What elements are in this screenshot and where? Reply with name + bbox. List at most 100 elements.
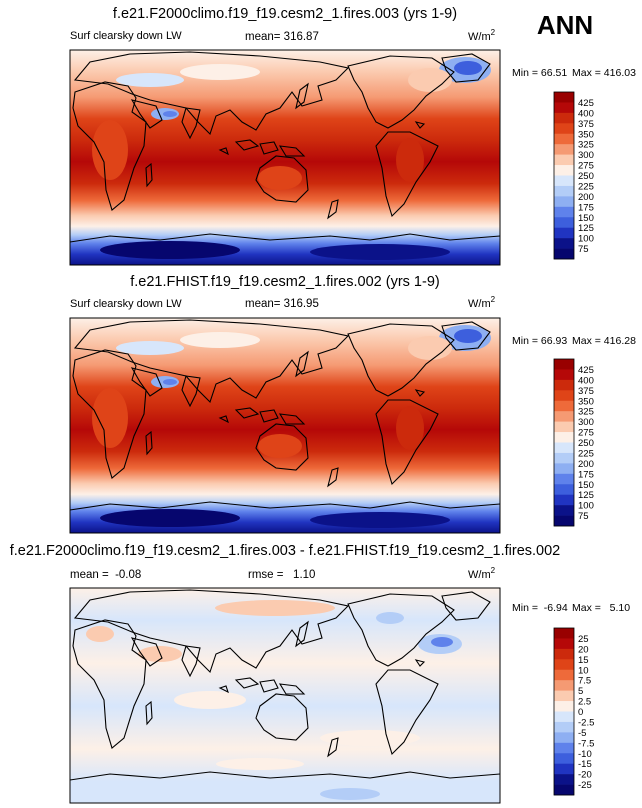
- panel-2-max: Max = 416.28: [572, 335, 636, 347]
- colorbar-swatch: [554, 732, 574, 744]
- panel-1-mean: mean= 316.87: [245, 31, 319, 43]
- colorbar-tick-label: -10: [578, 749, 592, 760]
- colorbar-frame: [553, 91, 575, 260]
- colorbar-tick-label: 350: [578, 396, 594, 407]
- colorbar-swatch: [554, 494, 574, 506]
- colorbar-swatch: [554, 473, 574, 485]
- panel-2: f.e21.FHIST.f19_f19.cesm2_1.fires.002 (y…: [69, 274, 636, 534]
- colorbar-swatch: [554, 165, 574, 176]
- colorbar-swatch: [554, 238, 574, 249]
- colorbar-swatch: [554, 701, 574, 712]
- panel-1-title: f.e21.F2000climo.f19_f19.cesm2_1.fires.0…: [113, 6, 457, 22]
- panel-1-map: [69, 49, 501, 266]
- panel-2-title: f.e21.FHIST.f19_f19.cesm2_1.fires.002 (y…: [130, 274, 439, 290]
- colorbar-swatch: [554, 669, 574, 681]
- colorbar-tick-label: 300: [578, 150, 594, 161]
- panel-1: f.e21.F2000climo.f19_f19.cesm2_1.fires.0…: [69, 6, 636, 266]
- panel-1-colorbar: 4254003753503253002752502252001751501251…: [553, 91, 594, 260]
- colorbar-tick-label: 200: [578, 459, 594, 470]
- colorbar-swatch: [554, 711, 574, 723]
- panel-2-units: W/m2: [468, 295, 496, 310]
- panel-1-min: Min = 66.51: [512, 67, 567, 79]
- colorbar-tick-label: 0: [578, 707, 583, 718]
- panel-2-mean: mean= 316.95: [245, 298, 319, 310]
- colorbar-swatch: [554, 133, 574, 145]
- colorbar-tick-label: 7.5: [578, 676, 591, 687]
- panel-2-variable: Surf clearsky down LW: [70, 298, 182, 310]
- panel-2-map: [69, 317, 501, 534]
- colorbar-tick-label: 100: [578, 234, 594, 245]
- colorbar-swatch: [554, 628, 574, 639]
- colorbar-tick-label: 300: [578, 417, 594, 428]
- panel-3-min: Min = -6.94: [512, 602, 568, 614]
- colorbar-tick-label: 225: [578, 448, 594, 459]
- colorbar-tick-label: 75: [578, 244, 589, 255]
- colorbar-swatch: [554, 421, 574, 433]
- panel-3-rmse: rmse = 1.10: [248, 569, 315, 581]
- colorbar-swatch: [554, 102, 574, 114]
- colorbar-tick-label: 125: [578, 490, 594, 501]
- colorbar-swatch: [554, 432, 574, 443]
- colorbar-swatch: [554, 505, 574, 516]
- colorbar-tick-label: -15: [578, 759, 592, 770]
- colorbar-frame: [553, 358, 575, 527]
- colorbar-swatch: [554, 774, 574, 785]
- colorbar-swatch: [554, 175, 574, 187]
- panel-1-units: W/m2: [468, 28, 496, 43]
- colorbar-swatch: [554, 359, 574, 370]
- colorbar-swatch: [554, 144, 574, 155]
- colorbar-tick-label: 325: [578, 407, 594, 418]
- colorbar-tick-label: -7.5: [578, 738, 594, 749]
- colorbar-tick-label: 5: [578, 686, 583, 697]
- colorbar-swatch: [554, 742, 574, 754]
- colorbar-swatch: [554, 648, 574, 660]
- colorbar-swatch: [554, 369, 574, 381]
- colorbar-tick-label: 250: [578, 171, 594, 182]
- colorbar-swatch: [554, 463, 574, 475]
- panel-2-min: Min = 66.93: [512, 335, 567, 347]
- colorbar-tick-label: 325: [578, 140, 594, 151]
- season-label: ANN: [537, 10, 593, 40]
- colorbar-swatch: [554, 206, 574, 218]
- colorbar-tick-label: 400: [578, 375, 594, 386]
- colorbar-tick-label: 425: [578, 98, 594, 109]
- colorbar-swatch: [554, 185, 574, 197]
- colorbar-swatch: [554, 411, 574, 422]
- colorbar-tick-label: 150: [578, 213, 594, 224]
- colorbar-swatch: [554, 400, 574, 412]
- colorbar-tick-label: -20: [578, 770, 592, 781]
- colorbar-swatch: [554, 390, 574, 402]
- colorbar-tick-label: -2.5: [578, 717, 594, 728]
- colorbar-tick-label: 275: [578, 428, 594, 439]
- colorbar-tick-label: 375: [578, 386, 594, 397]
- panel-1-variable: Surf clearsky down LW: [70, 30, 182, 42]
- colorbar-tick-label: 400: [578, 108, 594, 119]
- colorbar-swatch: [554, 123, 574, 135]
- colorbar-tick-label: 25: [578, 634, 589, 645]
- panel-3-max: Max = 5.10: [572, 602, 630, 614]
- colorbar-tick-label: 100: [578, 501, 594, 512]
- colorbar-frame: [553, 627, 575, 796]
- colorbar-swatch: [554, 452, 574, 464]
- colorbar-swatch: [554, 217, 574, 228]
- colorbar-swatch: [554, 379, 574, 391]
- colorbar-tick-label: 250: [578, 438, 594, 449]
- colorbar-swatch: [554, 112, 574, 124]
- colorbar-tick-label: 2.5: [578, 697, 591, 708]
- colorbar-tick-label: 75: [578, 511, 589, 522]
- colorbar-tick-label: 200: [578, 192, 594, 203]
- colorbar-swatch: [554, 721, 574, 733]
- colorbar-tick-label: 425: [578, 365, 594, 376]
- colorbar-swatch: [554, 442, 574, 454]
- colorbar-tick-label: 175: [578, 469, 594, 480]
- colorbar-swatch: [554, 196, 574, 208]
- colorbar-tick-label: 175: [578, 202, 594, 213]
- colorbar-swatch: [554, 515, 574, 527]
- colorbar-swatch: [554, 784, 574, 796]
- colorbar-tick-label: -5: [578, 728, 586, 739]
- panel-3-title: f.e21.F2000climo.f19_f19.cesm2_1.fires.0…: [10, 543, 561, 559]
- panel-2-colorbar: 4254003753503253002752502252001751501251…: [553, 358, 594, 527]
- panel-3: f.e21.F2000climo.f19_f19.cesm2_1.fires.0…: [10, 543, 630, 804]
